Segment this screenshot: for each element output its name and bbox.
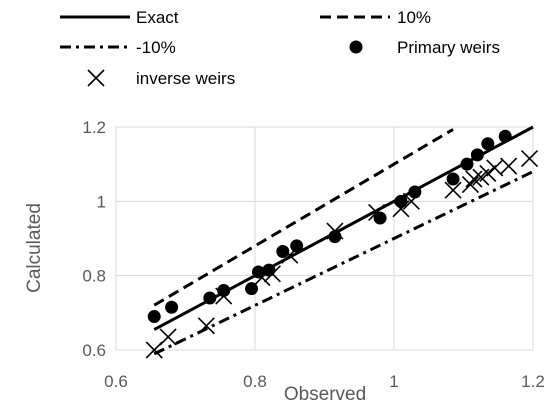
legend-marker-inverse: [87, 69, 105, 87]
primary-point: [460, 157, 474, 171]
plus10-line: [153, 128, 454, 307]
inverse-point: [486, 159, 504, 177]
x-marker-stroke: [368, 203, 386, 222]
primary-point: [203, 291, 217, 305]
y-axis-label: Calculated: [24, 203, 45, 293]
primary-point: [408, 185, 422, 199]
inverse-point: [368, 203, 386, 222]
inverse-point: [253, 268, 271, 287]
inverse-point: [326, 222, 344, 240]
inverse-point: [444, 181, 462, 199]
inverse-point: [500, 157, 518, 175]
primary-point: [481, 137, 495, 151]
x-marker-stroke: [263, 265, 281, 283]
x-marker-stroke: [281, 246, 299, 264]
primary-point: [446, 172, 460, 186]
x-marker-stroke: [479, 164, 497, 183]
x-marker-stroke: [197, 317, 215, 335]
primary-point: [276, 245, 290, 259]
primary-point: [251, 265, 265, 279]
legend-marker-primary: [349, 40, 363, 54]
y-tick-label: 1: [97, 192, 106, 211]
x-marker-stroke: [486, 159, 504, 177]
x-marker-stroke: [145, 341, 163, 359]
y-tick-label: 0.8: [82, 267, 106, 286]
inverse-point: [263, 265, 281, 283]
inverse-point: [461, 176, 480, 194]
legend-label-minus10: -10%: [136, 38, 176, 57]
x-marker-stroke: [215, 287, 233, 305]
inverse-point: [402, 192, 420, 210]
x-tick-label: 1: [389, 372, 398, 391]
inverse-point: [145, 341, 163, 359]
x-marker-stroke: [444, 181, 462, 199]
primary-point: [373, 211, 387, 225]
inverse-point: [215, 287, 233, 305]
legend-label-inverse: inverse weirs: [136, 69, 235, 88]
minus10-line: [153, 170, 534, 356]
legend-label-exact: Exact: [136, 8, 179, 27]
x-marker-stroke: [465, 170, 483, 188]
inverse-point: [197, 317, 215, 335]
x-marker-stroke: [326, 222, 344, 240]
legend-label-primary: Primary weirs: [397, 38, 500, 57]
x-tick-label: 0.8: [243, 372, 267, 391]
x-marker-stroke: [159, 328, 177, 346]
inverse-point: [520, 150, 539, 168]
primary-point: [290, 239, 304, 253]
y-tick-label: 1.2: [82, 118, 106, 137]
x-tick-label: 0.6: [104, 372, 128, 391]
primary-point: [470, 148, 484, 162]
primary-point: [498, 129, 512, 143]
plot-area: [115, 126, 534, 351]
x-marker-stroke: [520, 150, 539, 168]
inverse-point: [281, 246, 299, 264]
x-marker-stroke: [392, 200, 410, 218]
y-tick-label: 0.6: [82, 341, 106, 360]
inverse-point: [465, 170, 483, 188]
primary-point: [394, 194, 408, 208]
primary-point: [147, 310, 161, 324]
inverse-point: [159, 328, 177, 346]
x-tick-label: 1.2: [521, 372, 545, 391]
legend-label-plus10: 10%: [397, 8, 431, 27]
primary-point: [165, 300, 179, 314]
x-axis-label: Observed: [284, 384, 366, 405]
x-marker-stroke: [253, 268, 271, 287]
x-marker-stroke: [500, 157, 518, 175]
x-marker-stroke: [402, 192, 420, 210]
inverse-point: [479, 164, 497, 183]
x-marker-stroke: [461, 176, 480, 194]
inverse-point: [392, 200, 410, 218]
x-marker-stroke: [87, 69, 105, 87]
